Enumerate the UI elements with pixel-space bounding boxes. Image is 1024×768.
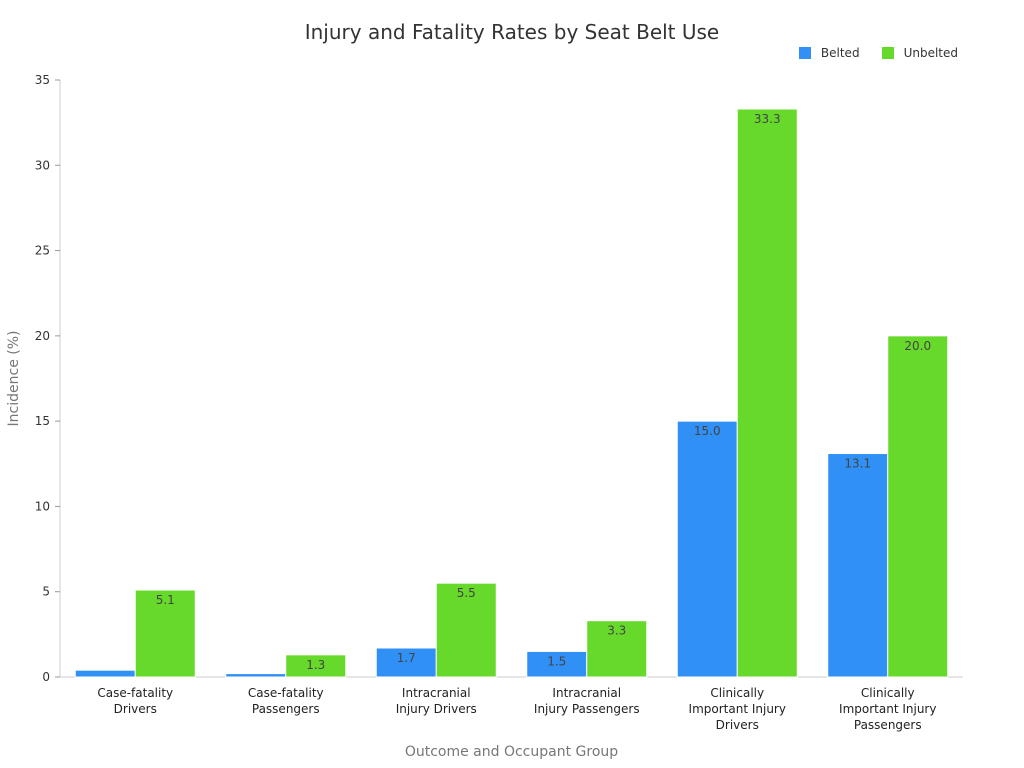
y-tick-label: 5 bbox=[42, 585, 50, 599]
y-tick-label: 30 bbox=[35, 158, 50, 172]
bar-belted-3 bbox=[526, 650, 588, 678]
y-tick-label: 15 bbox=[35, 414, 50, 428]
bar-unbelted-5 bbox=[887, 335, 949, 678]
legend-item-belted: Belted bbox=[798, 46, 860, 60]
legend-label-unbelted: Unbelted bbox=[903, 46, 958, 60]
bar-belted-0 bbox=[74, 669, 136, 678]
legend-swatch-unbelted bbox=[881, 47, 894, 59]
data-label-belted-3: 1.5 bbox=[547, 654, 566, 668]
y-tick-label: 25 bbox=[35, 244, 50, 258]
chart-title: Injury and Fatality Rates by Seat Belt U… bbox=[304, 20, 720, 44]
data-label-belted-5: 13.1 bbox=[844, 457, 871, 471]
bar-unbelted-3 bbox=[586, 620, 648, 678]
bar-unbelted-4 bbox=[736, 108, 798, 678]
data-label-unbelted-1: 1.3 bbox=[306, 658, 325, 672]
bar-belted-4 bbox=[676, 420, 738, 678]
x-tick-label-4: Clinically Important Injury Drivers bbox=[689, 686, 786, 732]
bar-belted-5 bbox=[827, 453, 889, 678]
data-label-unbelted-0: 5.1 bbox=[156, 593, 175, 607]
data-label-unbelted-5: 20.0 bbox=[904, 339, 931, 353]
x-tick-label-0: Case-fatality Drivers bbox=[97, 686, 173, 716]
bar-belted-1 bbox=[225, 673, 287, 678]
legend-item-unbelted: Unbelted bbox=[881, 46, 958, 60]
y-tick-label: 10 bbox=[35, 499, 50, 513]
data-label-belted-4: 15.0 bbox=[694, 424, 721, 438]
bar-unbelted-0 bbox=[134, 589, 196, 678]
x-tick-label-2: Intracranial Injury Drivers bbox=[396, 686, 477, 716]
data-label-unbelted-3: 3.3 bbox=[607, 624, 626, 638]
bar-unbelted-1 bbox=[285, 654, 347, 678]
y-tick-label: 0 bbox=[42, 670, 50, 684]
data-label-unbelted-4: 33.3 bbox=[754, 112, 781, 126]
legend-swatch-belted bbox=[798, 47, 811, 59]
y-tick-label: 35 bbox=[35, 73, 50, 87]
y-tick-label: 20 bbox=[35, 329, 50, 343]
x-tick-label-1: Case-fatality Passengers bbox=[248, 686, 324, 716]
data-label-unbelted-2: 5.5 bbox=[457, 586, 476, 600]
y-axis-title: Incidence (%) bbox=[6, 331, 22, 427]
x-tick-label-5: Clinically Important Injury Passengers bbox=[839, 686, 936, 732]
legend: Belted Unbelted bbox=[798, 46, 958, 60]
data-label-belted-2: 1.7 bbox=[397, 651, 416, 665]
x-axis-title: Outcome and Occupant Group bbox=[405, 744, 618, 760]
bar-unbelted-2 bbox=[435, 582, 497, 678]
x-tick-label-3: Intracranial Injury Passengers bbox=[534, 686, 640, 716]
legend-label-belted: Belted bbox=[820, 46, 860, 60]
